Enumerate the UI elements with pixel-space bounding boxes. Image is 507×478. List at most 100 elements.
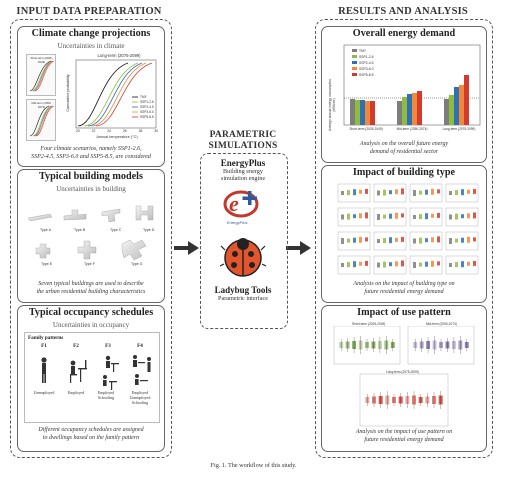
mini-box [377, 190, 380, 196]
mini-box [359, 236, 362, 243]
family-patterns-box: Family patterns F1 F2 F3 F4 [24, 332, 160, 423]
mini-box [455, 238, 458, 243]
mini-box [401, 236, 404, 242]
building-caption-2: the urban residential building character… [36, 289, 146, 295]
mini-box [419, 214, 422, 220]
mini-box [419, 262, 422, 267]
mini-box [473, 212, 476, 219]
parametric-title-line2: SIMULATIONS [208, 141, 278, 151]
climate-long-term-title: Long-term (2075-2099) [97, 53, 141, 58]
mini-box [401, 188, 404, 195]
energyplus-title: EnergyPlus [220, 158, 266, 168]
building-type-c [101, 208, 121, 223]
mini-box [413, 262, 416, 268]
mini-box [461, 237, 464, 243]
mini-box [389, 262, 392, 267]
arrow-right-icon [286, 241, 311, 255]
ladybug-block: Ladybug Tools Parametric interface [200, 285, 286, 302]
mini-box [455, 262, 458, 268]
climate-mid-term-title: Mid-term (2050-2074) [31, 101, 52, 109]
three-person-icon [133, 355, 151, 385]
use-pattern-boxplots [333, 326, 475, 427]
pattern-f3-desc: Employed Schooling [97, 390, 115, 400]
climate-long-term-curves [75, 59, 157, 129]
mini-box [437, 261, 440, 266]
building-type-d [135, 205, 154, 221]
building-type-caption-1: Analysis on the impact of building type … [353, 281, 455, 287]
mini-box [437, 189, 440, 194]
xtick: 22 [91, 129, 96, 133]
building-subtitle: Uncertainties in building [56, 185, 126, 193]
building-type-panel: Impact of building type Analysis on the … [321, 165, 487, 303]
mini-box [455, 213, 458, 220]
building-type-caption-2: future residential energy demand [364, 289, 444, 295]
mini-box [449, 238, 452, 244]
building-type-b [63, 209, 87, 221]
type-b-label: Type B [74, 228, 86, 232]
mini-box [455, 190, 458, 196]
worker-student-icon [103, 355, 119, 390]
mini-box [467, 236, 470, 243]
type-g-label: Type G [131, 262, 143, 266]
overall-bar-chart [343, 44, 481, 126]
mini-box [377, 214, 380, 220]
building-type-g [121, 239, 147, 261]
legend-ssp126: SSP1-2.6 [140, 100, 154, 104]
mini-box [449, 263, 452, 267]
overall-caption-2: demand of residential sector [369, 149, 439, 155]
mini-box [425, 213, 428, 220]
energyplus-sub1: Building energy [223, 168, 263, 175]
climate-xlabel: Annual temperature (°C) [96, 135, 138, 139]
family-patterns-label: Family patterns [28, 335, 64, 341]
use-pattern-title: Impact of use pattern [357, 307, 451, 318]
mini-box [353, 261, 356, 268]
mini-box [467, 261, 470, 266]
climate-short-term-title: Short-term (2025-2049) [30, 56, 53, 64]
climate-caption-2: SSP2-4.5, SSP3-6.0 and SSP5-8.5, are con… [31, 154, 151, 160]
climate-subtitle: Uncertainties in climate [57, 42, 125, 50]
legend-ssp360: SSP3-6.0 [140, 110, 154, 114]
building-type-a [27, 213, 53, 222]
occupancy-caption-1: Different occupancy schedules are assign… [38, 427, 144, 433]
occupancy-title: Typical occupancy schedules [28, 307, 154, 318]
xtick: 26 [122, 129, 127, 133]
mini-box [377, 262, 380, 268]
mini-box [389, 190, 392, 195]
mini-box [449, 191, 452, 195]
mini-box [467, 189, 470, 194]
energyplus-logo-icon: e [223, 190, 259, 218]
mini-box [341, 263, 344, 267]
ladybug-sub: Parametric interface [218, 295, 268, 302]
pattern-f2-label: F2 [73, 343, 79, 349]
mini-box [449, 214, 452, 220]
xtick: 24 [107, 129, 112, 133]
use-pattern-panel: Impact of use pattern Short-term (2025-2… [321, 305, 487, 452]
climate-mid-term-curves [29, 105, 55, 137]
mini-box [419, 190, 422, 195]
mini-box [437, 212, 440, 218]
legend-ssp126: SSP1-2.6 [359, 55, 374, 59]
mini-box [389, 237, 392, 244]
overall-title: Overall energy demand [352, 28, 456, 39]
person-icon [41, 357, 47, 383]
occupancy-subtitle: Uncertainties in occupancy [52, 321, 130, 329]
legend-ssp585: SSP5-8.5 [140, 115, 154, 119]
legend-tmy: TMY [140, 95, 147, 99]
mini-box [401, 260, 404, 267]
mini-box [401, 213, 404, 218]
mini-box [341, 214, 344, 220]
mini-box [383, 214, 386, 219]
energyplus-logo-text: EnergyPlus [227, 220, 248, 225]
energyplus-sub2: simulation engine [220, 175, 266, 182]
pattern-f1-desc: Unemployed [33, 390, 55, 395]
mini-box [473, 260, 476, 266]
type-c-label: Type C [110, 228, 122, 232]
climate-panel: Climate change projections Uncertainties… [17, 26, 165, 167]
climate-legend: TMY SSP1-2.6 SSP2-4.5 SSP3-6.0 SSP5-8.5 [140, 95, 154, 120]
overall-legend: TMY SSP1-2.6 SSP2-4.5 SSP3-6.0 SSP5-8.5 [359, 48, 374, 78]
mini-box [365, 237, 368, 242]
energyplus-block: EnergyPlus Building energy simulation en… [200, 158, 286, 182]
svg-text:e: e [229, 191, 239, 216]
occupancy-panel: Typical occupancy schedules Uncertaintie… [17, 305, 165, 452]
mini-box [359, 261, 362, 266]
